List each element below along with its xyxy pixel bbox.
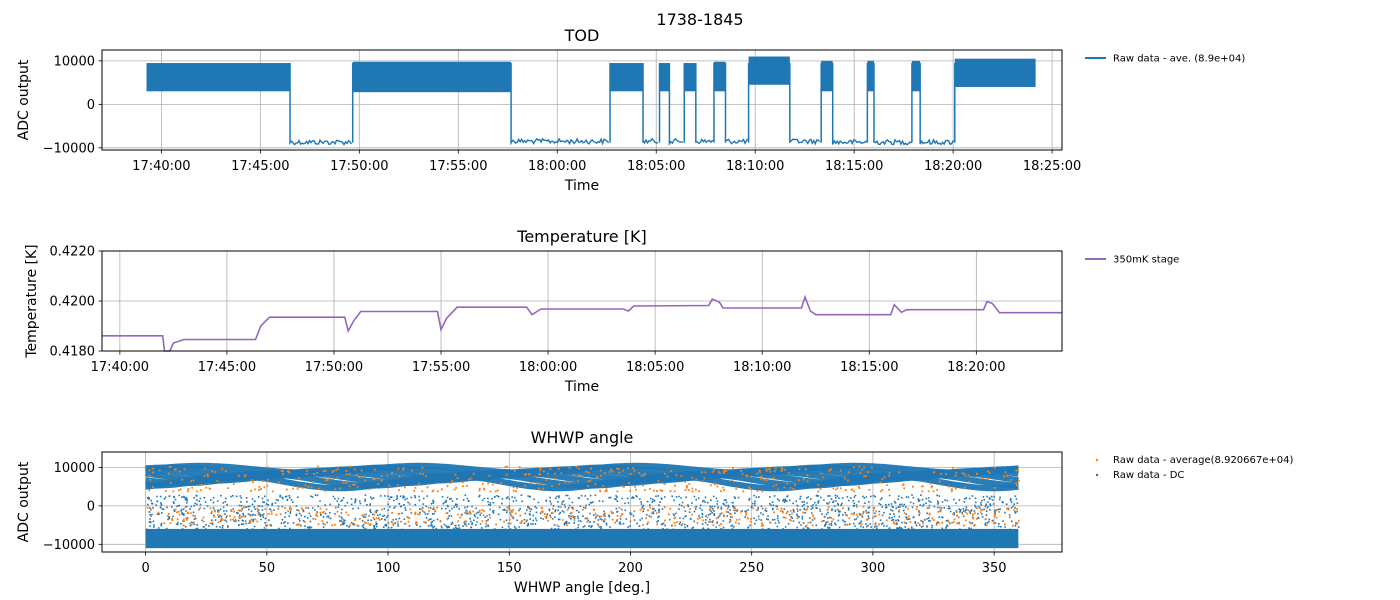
x-tick-label: 17:50:00 [330, 159, 388, 174]
tod-legend: Raw data - ave. (8.9e+04) [1085, 54, 1245, 65]
x-tick-label: 50 [259, 561, 276, 576]
temperature-legend: 350mK stage [1085, 255, 1179, 266]
tod-low-trace [789, 138, 821, 146]
tod-low-trace [919, 138, 955, 146]
x-tick-label: 18:05:00 [627, 159, 685, 174]
whwp-axes-frame [101, 451, 1063, 553]
tod-low-trace [724, 138, 749, 145]
temperature-series [102, 294, 1062, 352]
x-tick-label: 17:55:00 [429, 159, 487, 174]
temperature-line [102, 294, 1062, 352]
tod-high-band [867, 60, 874, 92]
tod-series [146, 56, 1036, 146]
tod-ylabel: ADC output [16, 59, 32, 140]
x-tick-label: 18:20:00 [924, 159, 982, 174]
x-tick-label: 18:00:00 [519, 360, 577, 375]
y-tick-label: −10000 [43, 538, 95, 553]
whwp-title: WHWP angle [531, 428, 634, 447]
tod-low-trace [642, 137, 659, 145]
whwp-legend-label-average: Raw data - average(8.920667e+04) [1113, 455, 1294, 466]
whwp-legend-label-dc: Raw data - DC [1113, 470, 1184, 481]
y-tick-label: 10000 [54, 54, 95, 69]
tod-grid [102, 50, 1062, 150]
temperature-ylabel: Temperature [K] [24, 244, 40, 358]
whwp-xlabel: WHWP angle [deg.] [514, 580, 650, 596]
x-tick-label: 300 [860, 561, 885, 576]
x-tick-label: 18:00:00 [528, 159, 586, 174]
temperature-title: Temperature [K] [516, 227, 646, 246]
x-tick-label: 18:25:00 [1023, 159, 1081, 174]
x-tick-label: 18:15:00 [825, 159, 883, 174]
tod-high-band [821, 60, 833, 92]
tod-ticks: 17:40:00 17:45:00 17:50:00 17:55:00 18:00:00… [43, 54, 1082, 174]
y-tick-label: −10000 [43, 141, 95, 156]
tod-high-band [610, 63, 644, 92]
temperature-panel: Temperature [K] 17:40:00 17:45:00 17:50:00… [24, 227, 1179, 395]
tod-xlabel: Time [564, 178, 599, 194]
whwp-legend-swatch-dc [1095, 473, 1099, 477]
x-tick-label: 100 [376, 561, 401, 576]
y-tick-label: 0 [87, 499, 95, 514]
y-tick-label: 0.4200 [50, 295, 96, 310]
tod-low-trace [510, 137, 610, 146]
whwp-ticks: 0 50 100 150 200 250 300 350 10000 0 −10000 [43, 461, 1007, 576]
temperature-grid [102, 250, 1062, 352]
tod-legend-label: Raw data - ave. (8.9e+04) [1113, 54, 1245, 65]
whwp-series [145, 462, 1020, 549]
x-tick-label: 17:40:00 [91, 360, 149, 375]
whwp-dc-scatter [146, 494, 1020, 531]
tod-high-band [911, 60, 921, 92]
y-tick-label: 0.4180 [50, 345, 96, 360]
temperature-ticks: 17:40:00 17:45:00 17:50:00 17:55:00 18:00:00… [50, 245, 1006, 376]
figure-title: 1738-1845 [656, 10, 744, 29]
tod-high-band [748, 56, 790, 85]
x-tick-label: 17:50:00 [305, 360, 363, 375]
x-tick-label: 18:10:00 [726, 159, 784, 174]
whwp-panel: WHWP angle 0 50 100 150 200 250 300 350 10000 0 −1… [16, 428, 1294, 596]
y-tick-label: 10000 [54, 461, 95, 476]
whwp-average-scatter [146, 465, 1020, 527]
x-tick-label: 250 [739, 561, 764, 576]
tod-axes-frame [101, 49, 1063, 151]
whwp-legend-swatch-average [1095, 458, 1099, 462]
x-tick-label: 18:20:00 [947, 360, 1005, 375]
x-tick-label: 150 [497, 561, 522, 576]
temperature-xlabel: Time [564, 379, 599, 395]
tod-low-trace [694, 138, 714, 145]
tod-high-band [659, 63, 670, 92]
tod-high-band [146, 63, 291, 92]
y-tick-label: 0.4220 [50, 245, 96, 260]
tod-low-trace [289, 138, 353, 146]
x-tick-label: 17:55:00 [412, 360, 470, 375]
tod-title: TOD [564, 26, 600, 45]
x-tick-label: 18:05:00 [626, 360, 684, 375]
tod-high-band [954, 58, 1036, 87]
whwp-dc-upper-band [145, 472, 1019, 492]
tod-high-band [713, 61, 726, 92]
x-tick-label: 17:45:00 [198, 360, 256, 375]
tod-panel: TOD 17:40:00 17:45:00 17:50:00 17:55:00 18:0… [16, 26, 1245, 194]
x-tick-label: 200 [618, 561, 643, 576]
tod-low-trace [668, 137, 683, 146]
x-tick-label: 0 [141, 561, 149, 576]
tod-low-trace [832, 138, 868, 146]
y-tick-label: 0 [87, 98, 95, 113]
x-tick-label: 17:45:00 [231, 159, 289, 174]
whwp-ylabel: ADC output [16, 461, 32, 542]
whwp-dc-dense-band [145, 528, 1019, 549]
whwp-legend: Raw data - average(8.920667e+04) Raw dat… [1095, 455, 1294, 481]
x-tick-label: 17:40:00 [132, 159, 190, 174]
x-tick-label: 18:15:00 [840, 360, 898, 375]
tod-low-trace [873, 138, 912, 146]
temperature-legend-label: 350mK stage [1113, 255, 1179, 266]
x-tick-label: 18:10:00 [733, 360, 791, 375]
tod-high-band [352, 61, 512, 93]
x-tick-label: 350 [982, 561, 1007, 576]
tod-high-band [684, 63, 696, 92]
